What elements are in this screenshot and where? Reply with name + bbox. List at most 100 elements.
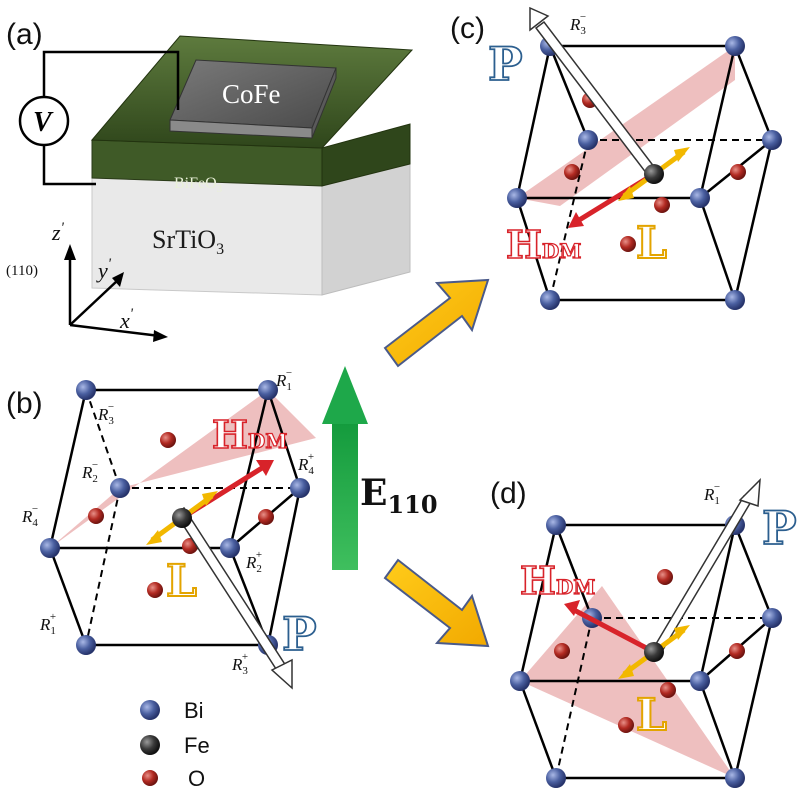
panel-d: (d) [490, 477, 797, 788]
fe-atom-d [644, 642, 664, 662]
site-label: R1 + [39, 611, 56, 637]
bi-atom [546, 768, 566, 788]
panel-c-label: (c) [450, 12, 485, 45]
site-label-r: R [703, 485, 715, 504]
site-label-sup: + [308, 451, 314, 463]
site-label-sub: 4 [308, 465, 314, 477]
bi-atoms-d [510, 515, 782, 788]
site-label: R4 − [21, 503, 38, 529]
bi-atom [220, 538, 240, 558]
l-label-d: L [636, 690, 667, 741]
bi-atom [762, 608, 782, 628]
o-atom [564, 164, 580, 180]
panel-c: (c) [450, 6, 782, 310]
bi-atom [690, 671, 710, 691]
fe-atom-b [172, 508, 192, 528]
legend-o-label: O [188, 766, 205, 791]
site-label-r: R [569, 15, 581, 34]
site-label-sub: 3 [580, 25, 586, 37]
site-label: R2 + [245, 549, 262, 575]
transition-arrow-down [383, 558, 490, 648]
axes-triad: z' y' x' (110) [6, 220, 168, 342]
srtio3-label-main: SrTiO [152, 225, 216, 254]
z-axis-prime: ' [61, 220, 65, 236]
site-label-r: R [39, 615, 51, 634]
bi-atom [290, 478, 310, 498]
substrate-srtio3 [91, 161, 411, 296]
y-axis-label-text: y [96, 258, 108, 283]
bi-atom [510, 671, 530, 691]
voltmeter-symbol: V [33, 107, 54, 138]
x-axis-label-text: x [119, 308, 130, 333]
bi-atom [507, 188, 527, 208]
fe-atom-c [644, 164, 664, 184]
bi-atom [578, 130, 598, 150]
site-label-sup: + [256, 549, 262, 561]
voltmeter-icon [18, 95, 70, 147]
bi-atom [110, 478, 130, 498]
plane-label: (110) [6, 263, 38, 279]
site-label-sup: − [286, 367, 292, 379]
p-label-d: P [762, 501, 797, 555]
polarization-arrow-d [648, 478, 761, 659]
y-axis-label: y' [96, 256, 112, 283]
bifeo3-label: BiFeO3 [174, 175, 223, 195]
field-label: E110 [360, 472, 438, 519]
o-atom [258, 509, 274, 525]
legend-fe-icon [140, 735, 160, 755]
hdm-sub: DM [248, 429, 287, 453]
field-sub: 110 [387, 490, 437, 519]
site-label-sub: 2 [92, 473, 98, 485]
srtio3-label-sub: 3 [216, 241, 224, 258]
unit-cell-c [515, 44, 774, 302]
unit-cell-d [518, 523, 774, 780]
srtio3-label: SrTiO3 [152, 225, 224, 258]
site-label: R3 − [97, 401, 114, 427]
bi-atom [725, 290, 745, 310]
panel-d-label: (d) [490, 477, 527, 510]
bi-atom [762, 130, 782, 150]
hdm-main: H [506, 222, 542, 267]
z-axis-label-text: z [51, 220, 61, 245]
p-label-c: P [488, 37, 523, 91]
transition-arrow-up [383, 278, 490, 368]
o-atom [729, 643, 745, 659]
o-atom [618, 717, 634, 733]
hdm-sub: DM [556, 575, 595, 599]
site-label: R2 − [81, 459, 98, 485]
site-label-r: R [297, 455, 309, 474]
site-label-r: R [81, 463, 93, 482]
site-label-sup: − [92, 459, 98, 471]
hdm-main: H [520, 558, 556, 603]
site-label-sup: − [32, 503, 38, 515]
site-label-sub: 1 [286, 381, 292, 393]
panel-b-label: (b) [6, 387, 43, 420]
dm-plane-b [50, 390, 316, 548]
o-atom [730, 164, 746, 180]
hdm-label-d: HDM [520, 558, 595, 603]
y-axis-prime: ' [108, 256, 112, 272]
site-label: R1 − [275, 367, 292, 393]
legend-fe-label: Fe [184, 733, 210, 758]
site-label-sub: 3 [242, 665, 248, 677]
bifeo3-label-sub: 3 [217, 183, 223, 195]
site-label-sup: + [242, 651, 248, 663]
panel-b: (b) [6, 367, 317, 791]
hdm-label-c: HDM [506, 222, 581, 267]
unit-cell-b [48, 388, 302, 647]
electric-field-arrow: E110 [322, 366, 438, 570]
o-atom [554, 643, 570, 659]
o-atom [620, 236, 636, 252]
site-label-r: R [21, 507, 33, 526]
hdm-sub: DM [542, 239, 581, 263]
site-label-r: R [245, 553, 257, 572]
l-label-c: L [636, 218, 667, 269]
site-label-r: R [275, 371, 287, 390]
bi-atom [690, 188, 710, 208]
x-axis-prime: ' [130, 306, 134, 322]
panel-a-label: (a) [6, 18, 43, 51]
site-label-r: R [97, 405, 109, 424]
o-atom [657, 569, 673, 585]
site-label: R3 + [231, 651, 248, 677]
